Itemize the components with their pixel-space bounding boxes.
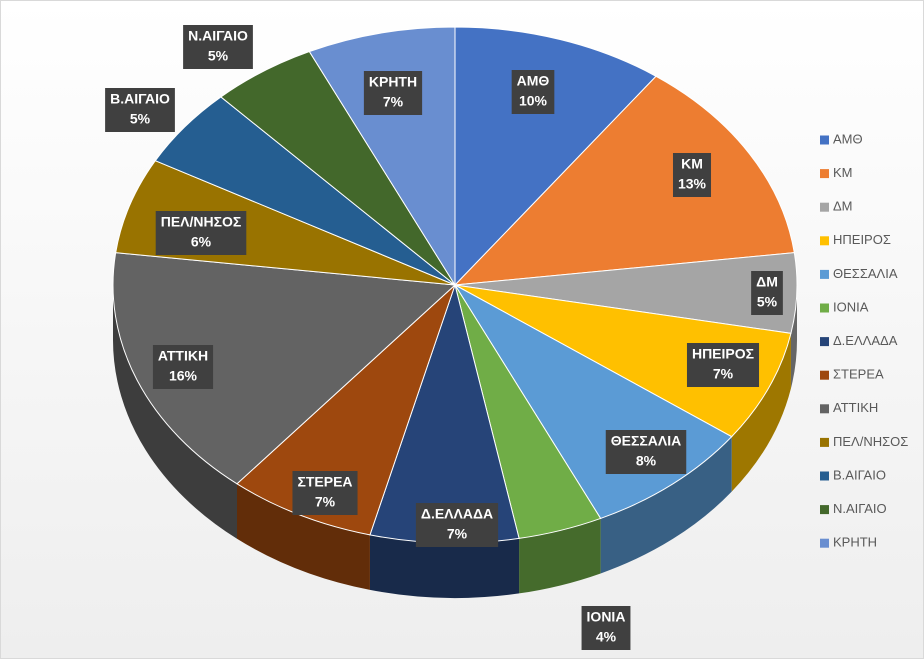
- legend-label: Δ.ΕΛΛΑΔΑ: [833, 333, 898, 348]
- data-label-box: [415, 503, 499, 547]
- slice-side: [113, 285, 238, 539]
- data-label-value: 5%: [757, 294, 778, 310]
- data-label-box: [511, 70, 555, 114]
- data-label-category: ΙΟΝΙΑ: [587, 609, 626, 625]
- legend-label: ΔΜ: [833, 199, 853, 214]
- data-label-box: [581, 606, 631, 650]
- data-label-category: ΘΕΣΣΑΛΙΑ: [611, 433, 681, 449]
- data-label-category: Ν.ΑΙΓΑΙΟ: [188, 28, 248, 44]
- data-label-category: ΠΕΛ/ΝΗΣΟΣ: [161, 214, 242, 230]
- legend-swatch: [820, 437, 829, 447]
- legend-label: ΚΜ: [833, 165, 853, 180]
- legend-swatch: [820, 269, 829, 279]
- data-label: ΑΤΤΙΚΗ 16%: [152, 345, 214, 389]
- slice-side: [519, 518, 601, 594]
- data-label-value: 7%: [383, 94, 404, 110]
- data-label-category: ΚΜ: [681, 156, 703, 172]
- data-label-value: 7%: [713, 366, 734, 382]
- data-label-value: 8%: [636, 453, 657, 469]
- data-label: ΠΕΛ/ΝΗΣΟΣ 6%: [155, 211, 247, 255]
- legend-swatch: [820, 236, 829, 246]
- data-label-box: [155, 211, 247, 255]
- data-label-category: ΑΤΤΙΚΗ: [158, 348, 208, 364]
- slice: [454, 284, 792, 438]
- data-label: ΚΜ 13%: [672, 153, 712, 197]
- slice: [453, 75, 795, 286]
- legend-swatch: [820, 404, 829, 414]
- data-label-category: Δ.ΕΛΛΑΔΑ: [421, 506, 493, 522]
- legend-label: ΠΕΛ/ΝΗΣΟΣ: [833, 434, 908, 449]
- data-label-category: ΚΡΗΤΗ: [369, 74, 417, 90]
- data-label: Ν.ΑΙΓΑΙΟ 5%: [183, 25, 253, 69]
- data-label-box: [605, 430, 687, 474]
- data-label-box: [105, 88, 175, 132]
- data-label-box: [292, 471, 358, 515]
- data-label-category: ΔΜ: [756, 274, 778, 290]
- legend-label: ΙΟΝΙΑ: [833, 299, 869, 314]
- legend-swatch: [820, 202, 829, 212]
- data-label: ΣΤΕΡΕΑ 7%: [292, 471, 358, 515]
- legend-swatch: [820, 471, 829, 481]
- data-label-value: 7%: [315, 494, 336, 510]
- legend-label: ΗΠΕΙΡΟΣ: [833, 232, 891, 247]
- data-label: ΚΡΗΤΗ 7%: [363, 71, 423, 115]
- legend-swatch: [820, 337, 829, 347]
- data-label-box: [183, 25, 253, 69]
- data-label: ΑΜΘ 10%: [511, 70, 555, 114]
- legend-label: ΘΕΣΣΑΛΙΑ: [833, 266, 898, 281]
- data-label-value: 16%: [169, 368, 198, 384]
- data-label-category: Β.ΑΙΓΑΙΟ: [110, 91, 170, 107]
- legend-swatch: [820, 505, 829, 515]
- data-label: ΙΟΝΙΑ 4%: [581, 606, 631, 650]
- data-label-box: [363, 71, 423, 115]
- legend-label: Ν.ΑΙΓΑΙΟ: [833, 501, 887, 516]
- data-label-category: ΣΤΕΡΕΑ: [297, 474, 352, 490]
- legend-swatch: [820, 303, 829, 313]
- data-label-value: 5%: [208, 48, 229, 64]
- slice-side: [600, 436, 732, 574]
- data-label-box: [152, 345, 214, 389]
- data-label-value: 4%: [596, 629, 617, 645]
- slice-side: [369, 534, 520, 598]
- data-label-value: 6%: [191, 234, 212, 250]
- data-label: ΔΜ 5%: [751, 271, 783, 315]
- data-label-value: 13%: [678, 176, 707, 192]
- data-label: Β.ΑΙΓΑΙΟ 5%: [105, 88, 175, 132]
- data-label-box: [686, 343, 760, 387]
- legend-swatch: [820, 135, 829, 145]
- legend-label: ΑΜΘ: [833, 131, 863, 146]
- data-label: Δ.ΕΛΛΑΔΑ 7%: [415, 503, 499, 547]
- legend-swatch: [820, 538, 829, 548]
- data-label: ΗΠΕΙΡΟΣ 7%: [686, 343, 760, 387]
- slice: [454, 26, 657, 287]
- legend-label: Β.ΑΙΓΑΙΟ: [833, 467, 886, 482]
- slice-side: [237, 483, 370, 590]
- data-label-value: 7%: [447, 526, 468, 542]
- data-label: ΘΕΣΣΑΛΙΑ 8%: [605, 430, 687, 474]
- legend-label: ΣΤΕΡΕΑ: [833, 367, 884, 382]
- data-label-value: 10%: [519, 93, 548, 109]
- data-label-value: 5%: [130, 111, 151, 127]
- slice-side: [731, 333, 791, 492]
- legend-label: ΑΤΤΙΚΗ: [833, 400, 878, 415]
- data-label-box: [751, 271, 783, 315]
- legend-label: ΚΡΗΤΗ: [833, 535, 877, 550]
- legend-swatch: [820, 169, 829, 179]
- data-label-category: ΑΜΘ: [517, 73, 550, 89]
- data-label-category: ΗΠΕΙΡΟΣ: [692, 346, 754, 362]
- data-label-box: [672, 153, 712, 197]
- legend-swatch: [820, 370, 829, 380]
- slice: [112, 252, 457, 485]
